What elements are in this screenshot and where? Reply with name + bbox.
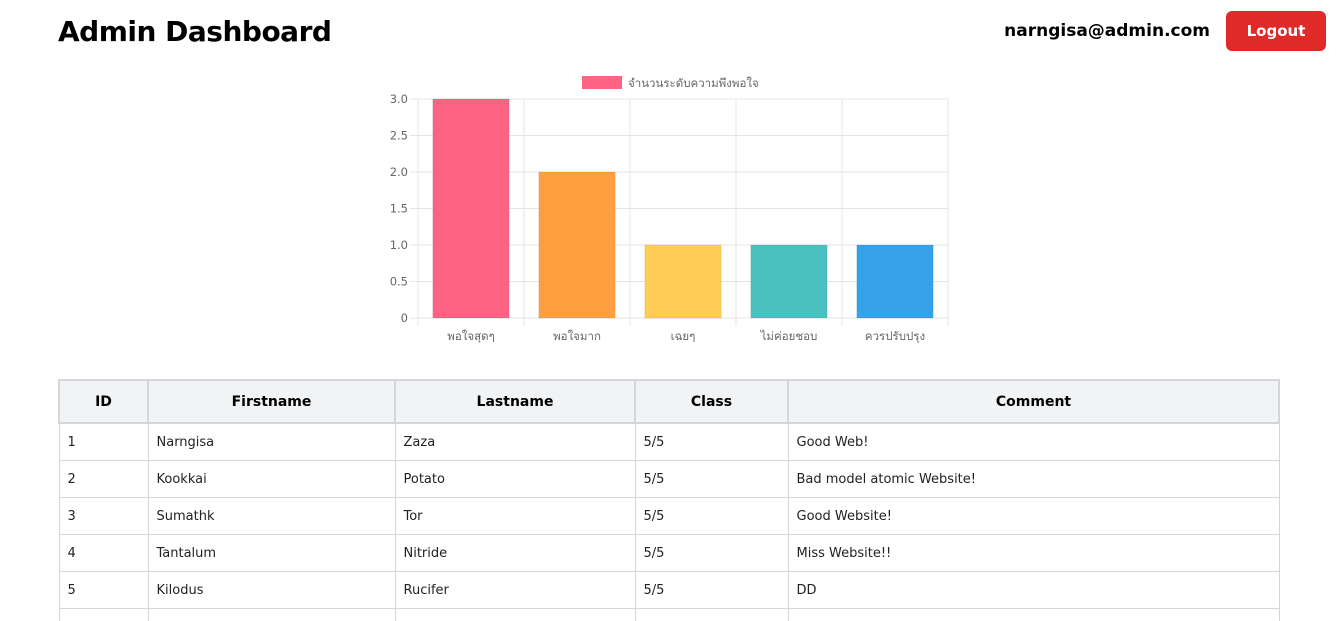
cell-class: 5/5	[634, 460, 789, 498]
cell-firstname	[147, 608, 396, 621]
y-axis-ticks: 3.0 2.5 2.0 1.5 1.0 0.5 0	[390, 92, 408, 325]
cell-firstname: Sumathk	[147, 497, 396, 535]
column-header-class[interactable]: Class	[634, 379, 789, 424]
y-tick-label: 0	[401, 311, 408, 325]
column-header-firstname[interactable]: Firstname	[147, 379, 396, 424]
bar-2[interactable]	[538, 171, 616, 319]
cell-id: 5	[58, 571, 149, 609]
page-title: Admin Dashboard	[58, 15, 332, 48]
cell-comment	[787, 608, 1280, 621]
cell-id: 3	[58, 497, 149, 535]
chart-legend[interactable]: จำนวนระดับความพึงพอใจ	[582, 76, 759, 90]
table-header-row: ID Firstname Lastname Class Comment	[58, 379, 1280, 424]
comments-table-container: ID Firstname Lastname Class Comment 1 Narngis…	[58, 379, 1280, 621]
table-row: 5 Kilodus Rucifer 5/5 DD	[58, 571, 1280, 609]
cell-firstname: Tantalum	[147, 534, 396, 572]
cell-comment: DD	[787, 571, 1280, 609]
x-tick-label: พอใจสุดๆ	[447, 329, 495, 343]
cell-id: 1	[58, 422, 149, 461]
y-tick-label: 1.0	[390, 238, 408, 252]
cell-id: 4	[58, 534, 149, 572]
y-tick-label: 2.0	[390, 165, 408, 179]
bar-5[interactable]	[856, 244, 934, 319]
cell-firstname: Kilodus	[147, 571, 396, 609]
cell-comment: Bad model atomic Website!	[787, 460, 1280, 498]
cell-class: 5/5	[634, 422, 789, 461]
table-row	[58, 608, 1280, 621]
cell-class: 5/5	[634, 497, 789, 535]
cell-id	[58, 608, 149, 621]
legend-swatch	[582, 76, 622, 89]
cell-lastname: Zaza	[394, 422, 636, 461]
y-tick-label: 3.0	[390, 92, 408, 106]
cell-firstname: Kookkai	[147, 460, 396, 498]
x-tick-label: ไม่ค่อยชอบ	[760, 329, 818, 343]
x-tick-label: เฉยๆ	[671, 329, 696, 343]
comments-table: ID Firstname Lastname Class Comment 1 Narngis…	[58, 379, 1280, 621]
user-email: narngisa@admin.com	[1004, 21, 1210, 41]
logout-button[interactable]: Logout	[1226, 11, 1326, 51]
cell-class: 5/5	[634, 571, 789, 609]
cell-id: 2	[58, 460, 149, 498]
cell-lastname: Tor	[394, 497, 636, 535]
y-tick-label: 0.5	[390, 275, 408, 289]
table-row: 3 Sumathk Tor 5/5 Good Website!	[58, 497, 1280, 535]
table-row: 2 Kookkai Potato 5/5 Bad model atomic Websit…	[58, 460, 1280, 498]
bar-3[interactable]	[644, 244, 722, 319]
column-header-comment[interactable]: Comment	[787, 379, 1280, 424]
legend-label: จำนวนระดับความพึงพอใจ	[628, 76, 759, 90]
cell-firstname: Narngisa	[147, 422, 396, 461]
table-row: 1 Narngisa Zaza 5/5 Good Web!	[58, 422, 1280, 461]
cell-lastname: Rucifer	[394, 571, 636, 609]
y-tick-label: 2.5	[390, 129, 408, 143]
bar-1[interactable]	[432, 98, 510, 319]
column-header-id[interactable]: ID	[58, 379, 149, 424]
cell-comment: Good Web!	[787, 422, 1280, 461]
cell-class: 5/5	[634, 534, 789, 572]
cell-comment: Good Website!	[787, 497, 1280, 535]
x-tick-label: พอใจมาก	[553, 329, 601, 343]
user-area: narngisa@admin.com Logout	[1004, 11, 1326, 51]
cell-lastname: Nitride	[394, 534, 636, 572]
table-body: 1 Narngisa Zaza 5/5 Good Web! 2 Kookkai Potato 5…	[58, 422, 1280, 621]
cell-lastname: Potato	[394, 460, 636, 498]
y-tick-label: 1.5	[390, 202, 408, 216]
x-axis-ticks: พอใจสุดๆ พอใจมาก เฉยๆ ไม่ค่อยชอบ ควรปรับปรุง	[447, 329, 925, 343]
cell-lastname	[394, 608, 636, 621]
cell-comment: Miss Website!!	[787, 534, 1280, 572]
column-header-lastname[interactable]: Lastname	[394, 379, 636, 424]
cell-class	[634, 608, 789, 621]
satisfaction-chart: 3.0 2.5 2.0 1.5 1.0 0.5 0 พอใจสุดๆ พอใจมาก เฉยๆ ไ…	[370, 68, 960, 350]
bar-4[interactable]	[750, 244, 828, 319]
x-tick-label: ควรปรับปรุง	[865, 329, 925, 343]
table-row: 4 Tantalum Nitride 5/5 Miss Website!!	[58, 534, 1280, 572]
chart-bars	[432, 98, 934, 319]
